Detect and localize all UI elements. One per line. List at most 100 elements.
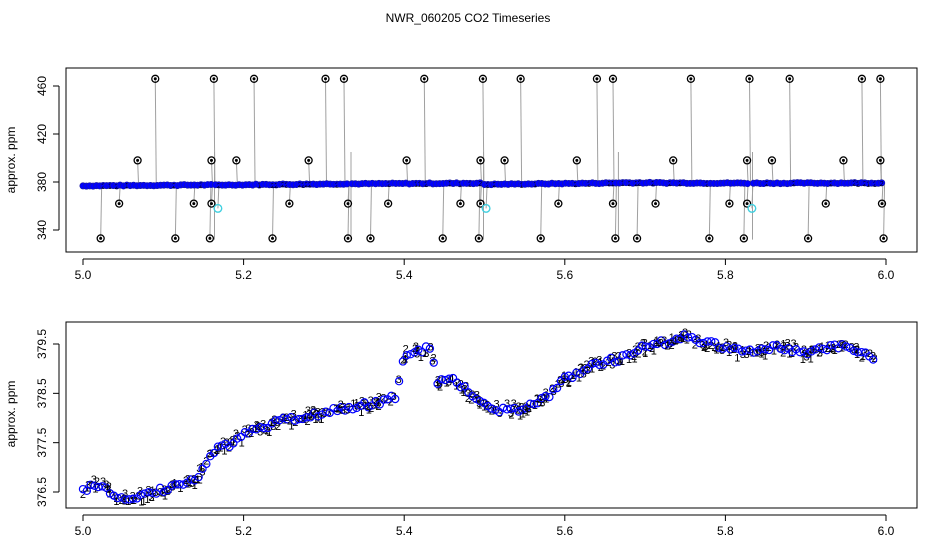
series-2-marker: 2: [271, 414, 277, 426]
outlier-point-center: [519, 77, 523, 81]
outlier-point: [742, 199, 752, 208]
series-2-marker: 2: [653, 337, 659, 349]
series-2-marker: 2: [183, 475, 189, 487]
top-baseline-points: 2121222122222222221121122221122211222222…: [79, 178, 886, 191]
series-point: [348, 405, 358, 414]
series-1-marker: 1: [832, 345, 838, 357]
series-3-marker: 3: [305, 405, 311, 417]
drop-line: [789, 78, 792, 184]
baseline-mark-1: 1: [621, 181, 625, 188]
baseline-mark-1: 1: [520, 182, 524, 189]
series-3-marker: 3: [373, 396, 379, 408]
outlier-point-center: [441, 236, 445, 240]
series-1-marker: 1: [439, 374, 445, 386]
baseline-mark-2: 2: [335, 182, 339, 189]
drop-line: [369, 183, 372, 239]
drop-line: [636, 182, 639, 239]
series-2-marker: 2: [476, 395, 482, 407]
outlier-point-center: [556, 202, 560, 206]
outlier-point-center: [611, 77, 615, 81]
baseline-mark-2: 2: [387, 182, 391, 189]
top-axes: 5.0 5.2 5.4 5.6 5.8 6.0 340 380 420 460: [35, 76, 895, 282]
series-2-marker: 2: [649, 343, 655, 355]
series-1-marker: 1: [566, 378, 572, 390]
outlier-point: [383, 199, 393, 208]
series-point: [429, 358, 438, 367]
outlier-point-center: [539, 236, 543, 240]
series-2-marker: 2: [248, 428, 254, 440]
series-point: [290, 416, 300, 425]
series-2-marker: 2: [592, 356, 598, 368]
drop-line: [478, 183, 481, 239]
outlier-point-center: [882, 236, 886, 240]
series-3-marker: 3: [103, 479, 109, 491]
series-1-marker: 1: [762, 351, 768, 363]
series-1-marker: 1: [537, 397, 543, 409]
series-3-marker: 3: [762, 346, 768, 358]
series-2-marker: 2: [149, 492, 155, 504]
series-3-marker: 3: [518, 402, 524, 414]
series-1-marker: 1: [654, 335, 660, 347]
series-3-marker: 3: [841, 340, 847, 352]
series-2-marker: 2: [568, 373, 574, 385]
outlier-point-center: [99, 236, 103, 240]
top-x-tick-label: 5.6: [556, 268, 573, 282]
series-1-marker: 1: [678, 332, 684, 344]
series-2-marker: 2: [766, 342, 772, 354]
series-2-marker: 2: [566, 377, 572, 389]
series-point: [529, 399, 539, 409]
series-2-marker: 2: [287, 415, 293, 427]
series-point: [202, 459, 211, 469]
series-point: [86, 480, 95, 489]
drop-line: [325, 78, 328, 185]
baseline-mark-2: 2: [792, 181, 796, 188]
series-2-marker: 2: [806, 347, 812, 359]
series-1-marker: 1: [808, 354, 814, 366]
series-point: [136, 490, 146, 500]
series-2-marker: 2: [719, 342, 725, 354]
bottom-x-tick-label: 5.6: [556, 524, 573, 538]
series-3-marker: 3: [362, 398, 368, 410]
drop-line: [861, 78, 864, 184]
series-point: [101, 483, 111, 492]
series-2-marker: 2: [314, 408, 320, 420]
baseline-mark-2: 2: [284, 182, 288, 189]
outlier-point: [232, 156, 241, 165]
outlier-point-center: [234, 158, 238, 162]
series-point: [757, 344, 766, 353]
outlier-point-center: [654, 202, 658, 206]
outlier-point: [725, 199, 734, 208]
bottom-x-tick-label: 6.0: [878, 524, 895, 538]
series-3-marker: 3: [248, 423, 254, 435]
series-1-marker: 1: [473, 393, 479, 405]
series-1-marker: 1: [315, 413, 321, 425]
series-point: [441, 375, 450, 385]
series-point: [475, 396, 485, 406]
outlier-point-center: [806, 236, 810, 240]
baseline-mark-2: 2: [468, 181, 472, 188]
series-3-marker: 3: [428, 342, 434, 354]
outlier-point-center: [192, 202, 196, 206]
outlier-point: [705, 234, 714, 243]
drop-line: [540, 183, 543, 239]
series-3-marker: 3: [429, 356, 435, 368]
outlier-point-center: [788, 77, 792, 81]
bottom-x-tick-label: 5.2: [235, 524, 252, 538]
series-1-marker: 1: [642, 348, 648, 360]
baseline-mark-1: 1: [458, 182, 462, 189]
series-2-marker: 2: [534, 393, 540, 405]
series-1-marker: 1: [449, 373, 455, 385]
series-1-marker: 1: [84, 483, 90, 495]
series-1-marker: 1: [860, 351, 866, 363]
outlier-point: [207, 199, 216, 208]
series-1-marker: 1: [631, 353, 637, 365]
series-point: [622, 350, 631, 359]
series-2-marker: 2: [307, 409, 313, 421]
series-1-marker: 1: [580, 366, 586, 378]
drop-line: [347, 183, 350, 239]
series-3-marker: 3: [469, 389, 475, 401]
series-2-marker: 2: [540, 393, 546, 405]
series-1-marker: 1: [221, 446, 227, 458]
series-point: [857, 347, 866, 357]
series-3-marker: 3: [530, 399, 536, 411]
